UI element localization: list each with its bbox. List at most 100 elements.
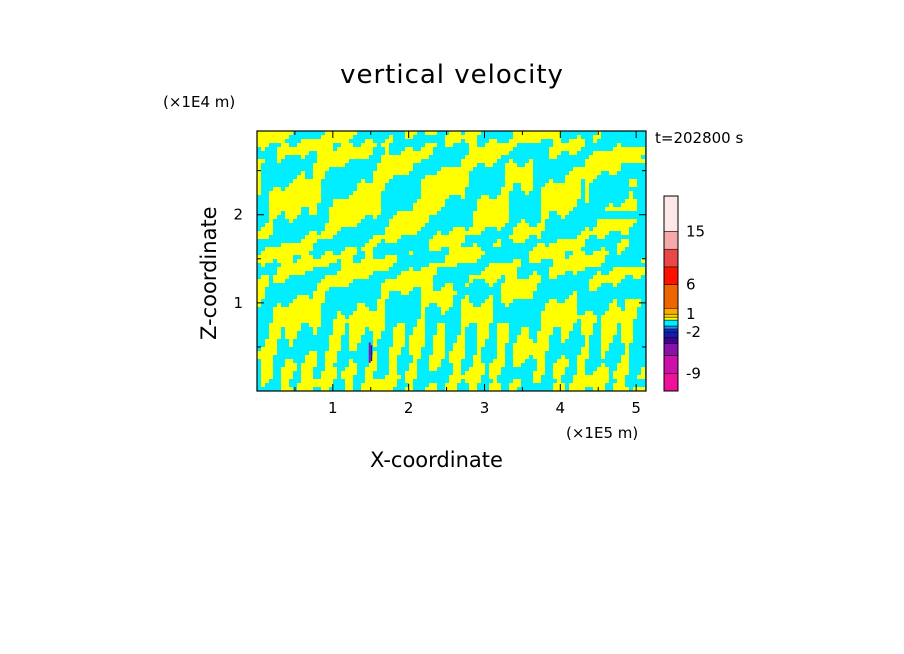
positive-velocity-band: [601, 335, 613, 339]
positive-velocity-band: [601, 331, 617, 335]
positive-velocity-band: [257, 259, 273, 263]
positive-velocity-band: [517, 339, 533, 343]
y-axis-unit: (×1E4 m): [163, 93, 236, 111]
positive-velocity-band: [593, 139, 597, 143]
positive-velocity-band: [541, 199, 577, 203]
positive-velocity-band: [561, 327, 573, 331]
positive-velocity-band: [469, 227, 485, 231]
positive-velocity-band: [257, 131, 293, 135]
positive-velocity-band: [297, 259, 337, 263]
positive-velocity-band: [329, 215, 365, 219]
positive-velocity-band: [445, 383, 457, 387]
positive-velocity-band: [365, 379, 397, 383]
positive-velocity-band: [373, 175, 393, 179]
positive-velocity-band: [357, 187, 385, 191]
positive-velocity-band: [541, 191, 581, 195]
colorbar-level: [663, 316, 679, 321]
colorbar-tick-label: -2: [686, 323, 701, 341]
positive-velocity-band: [601, 343, 609, 347]
positive-velocity-band: [589, 155, 641, 159]
positive-velocity-band: [421, 299, 453, 303]
positive-velocity-band: [553, 259, 605, 263]
positive-velocity-band: [273, 187, 281, 191]
positive-velocity-band: [281, 371, 293, 375]
positive-velocity-band: [469, 279, 473, 283]
positive-velocity-band: [505, 171, 533, 175]
positive-velocity-band: [257, 279, 269, 283]
positive-velocity-band: [597, 223, 633, 227]
positive-velocity-band: [377, 299, 385, 303]
positive-velocity-band: [617, 247, 625, 251]
positive-velocity-band: [409, 267, 413, 271]
positive-velocity-band: [449, 359, 461, 363]
positive-velocity-band: [513, 359, 525, 363]
positive-velocity-band: [269, 199, 321, 203]
positive-velocity-band: [349, 327, 365, 331]
positive-velocity-band: [385, 231, 417, 235]
positive-velocity-band: [413, 203, 445, 207]
positive-velocity-band: [269, 203, 317, 207]
positive-velocity-band: [381, 287, 413, 291]
positive-velocity-band: [325, 131, 357, 135]
updraft-feature: [368, 342, 371, 363]
positive-velocity-band: [273, 319, 321, 323]
positive-velocity-band: [501, 299, 513, 303]
positive-velocity-band: [281, 379, 289, 383]
positive-velocity-band: [569, 255, 605, 259]
positive-velocity-band: [613, 147, 645, 151]
positive-velocity-band: [349, 343, 357, 347]
positive-velocity-band: [597, 367, 609, 371]
positive-velocity-band: [629, 195, 633, 199]
positive-velocity-band: [585, 195, 589, 199]
positive-velocity-band: [585, 179, 593, 183]
positive-velocity-band: [329, 343, 341, 347]
positive-velocity-band: [509, 139, 541, 143]
positive-velocity-band: [261, 263, 265, 267]
positive-velocity-band: [317, 283, 349, 287]
positive-velocity-band: [261, 371, 273, 375]
positive-velocity-band: [261, 347, 277, 351]
positive-velocity-band: [425, 131, 437, 135]
colorbar-level: [663, 373, 679, 392]
positive-velocity-band: [497, 339, 509, 343]
positive-velocity-band: [257, 183, 261, 187]
positive-velocity-band: [621, 327, 633, 331]
positive-velocity-band: [381, 295, 389, 299]
positive-velocity-band: [337, 311, 341, 315]
positive-velocity-band: [613, 267, 645, 271]
x-tick-label: 5: [631, 399, 641, 417]
positive-velocity-band: [293, 299, 325, 303]
positive-velocity-band: [461, 327, 465, 331]
positive-velocity-band: [581, 327, 593, 331]
colorbar-tick-label: 1: [686, 305, 696, 323]
positive-velocity-band: [297, 295, 309, 299]
positive-velocity-band: [489, 375, 497, 379]
positive-velocity-band: [513, 259, 521, 263]
positive-velocity-band: [449, 251, 485, 255]
positive-velocity-band: [621, 355, 629, 359]
positive-velocity-band: [257, 191, 261, 195]
positive-velocity-band: [437, 331, 445, 335]
positive-velocity-band: [529, 275, 541, 279]
positive-velocity-band: [309, 211, 317, 215]
positive-velocity-band: [449, 231, 481, 235]
positive-velocity-band: [385, 279, 433, 283]
positive-velocity-band: [325, 355, 337, 359]
positive-velocity-band: [437, 171, 469, 175]
positive-velocity-band: [613, 375, 625, 379]
positive-velocity-band: [345, 247, 357, 251]
positive-velocity-band: [369, 363, 377, 367]
positive-velocity-band: [373, 343, 377, 347]
positive-velocity-band: [521, 219, 525, 223]
positive-velocity-band: [577, 359, 585, 363]
positive-velocity-band: [461, 163, 477, 167]
positive-velocity-band: [553, 363, 569, 367]
positive-velocity-band: [281, 375, 293, 379]
positive-velocity-band: [513, 351, 545, 355]
positive-velocity-band: [361, 179, 365, 183]
positive-velocity-band: [429, 263, 457, 267]
positive-velocity-band: [625, 199, 637, 203]
positive-velocity-band: [445, 255, 481, 259]
positive-velocity-band: [257, 351, 277, 355]
positive-velocity-band: [421, 315, 425, 319]
